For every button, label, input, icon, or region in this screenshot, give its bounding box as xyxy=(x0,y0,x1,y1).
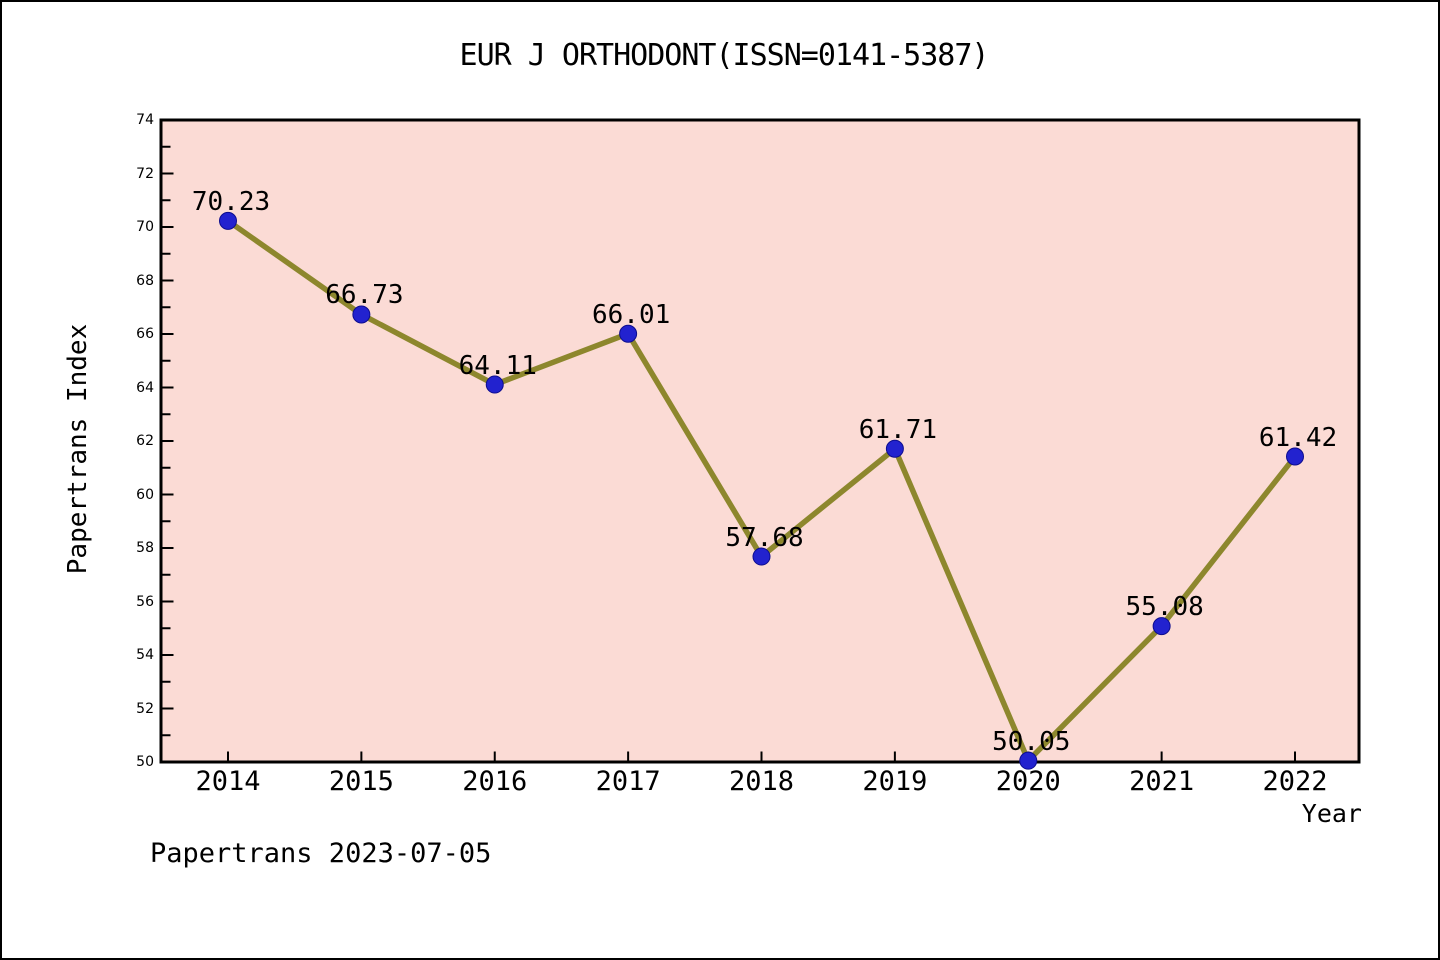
x-tick-label: 2015 xyxy=(328,766,394,797)
x-tick-label: 2019 xyxy=(862,766,928,797)
y-tick-label: 58 xyxy=(136,540,154,556)
footer-note: Papertrans 2023-07-05 xyxy=(150,838,492,869)
data-point-label: 66.01 xyxy=(591,299,671,330)
x-axis-title: Year xyxy=(1301,799,1362,828)
data-point-label: 64.11 xyxy=(458,350,537,381)
data-point-label: 70.23 xyxy=(191,186,271,217)
y-tick-label: 56 xyxy=(136,593,154,610)
data-point xyxy=(1286,447,1304,466)
data-point-label: 66.73 xyxy=(325,280,404,311)
y-tick-label: 54 xyxy=(136,647,154,663)
y-tick-label: 64 xyxy=(136,379,154,396)
y-tick-label: 62 xyxy=(136,433,154,449)
plot-background xyxy=(159,118,1361,764)
y-tick-label: 74 xyxy=(136,112,154,128)
y-tick-label: 70 xyxy=(136,219,154,235)
data-point xyxy=(1019,751,1038,770)
data-point-label: 57.68 xyxy=(725,522,804,553)
y-tick-label: 52 xyxy=(136,700,154,717)
data-point xyxy=(885,439,904,458)
data-point-label: 50.05 xyxy=(992,726,1071,757)
data-point-label: 55.08 xyxy=(1125,592,1204,623)
data-point xyxy=(485,375,504,394)
x-tick-label: 2016 xyxy=(462,766,528,797)
x-tick-label: 2018 xyxy=(728,766,795,797)
y-tick-label: 50 xyxy=(136,754,154,770)
x-tick-label: 2021 xyxy=(1129,766,1195,797)
y-tick-label: 66 xyxy=(136,326,154,342)
x-tick-label: 2014 xyxy=(195,766,261,797)
data-point-label: 61.71 xyxy=(858,414,938,445)
y-tick-label: 68 xyxy=(136,272,154,289)
data-point xyxy=(352,305,371,324)
x-tick-label: 2022 xyxy=(1262,766,1328,797)
chart-title: EUR J ORTHODONT(ISSN=0141-5387) xyxy=(459,38,990,73)
x-tick-label: 2017 xyxy=(595,766,661,797)
data-point xyxy=(752,547,771,566)
x-tick-label: 2020 xyxy=(995,766,1061,797)
data-point xyxy=(619,324,638,343)
data-point xyxy=(219,211,237,230)
y-tick-label: 60 xyxy=(136,486,154,503)
data-point-label: 61.42 xyxy=(1258,422,1338,453)
y-tick-label: 72 xyxy=(136,165,154,182)
data-point xyxy=(1152,617,1171,636)
